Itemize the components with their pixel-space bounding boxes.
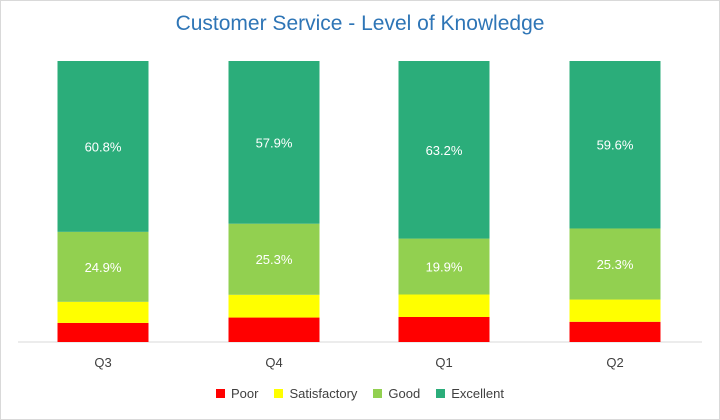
bar-satisfactory-q1: [398, 294, 490, 317]
data-label-good-q2: 25.3%: [597, 257, 634, 272]
legend-entry-satisfactory: Satisfactory: [274, 386, 357, 401]
chart-title: Customer Service - Level of Knowledge: [175, 12, 545, 35]
legend-label-satisfactory: Satisfactory: [289, 386, 358, 401]
bar-excellent-q3: [57, 61, 149, 232]
data-label-good-q4: 25.3%: [256, 252, 293, 267]
x-tick-label-q1: Q1: [435, 355, 452, 370]
data-label-good-q1: 19.9%: [426, 260, 463, 275]
legend-entry-good: Good: [373, 386, 420, 401]
legend-swatch-satisfactory: [274, 389, 284, 398]
legend-swatch-poor: [216, 389, 226, 398]
bar-excellent-q4: [228, 61, 320, 224]
x-tick-label-q2: Q2: [606, 355, 623, 370]
stacked-bar-chart: 24.9% 60.8% Q3 25.3% 57.9% Q4 19.9% 63.2% Q1 25.3…: [18, 61, 702, 370]
legend-entry-excellent: Excellent: [436, 386, 504, 401]
bar-excellent-q2: [569, 61, 661, 229]
x-tick-label-q3: Q3: [94, 355, 111, 370]
legend-label-excellent: Excellent: [451, 386, 504, 401]
legend: Poor Satisfactory Good Excellent: [0, 386, 720, 401]
legend-swatch-excellent: [436, 389, 446, 398]
bars-group: [57, 61, 661, 342]
legend-entry-poor: Poor: [216, 386, 258, 401]
data-label-good-q3: 24.9%: [85, 260, 122, 275]
labels-group: 24.9% 60.8% Q3 25.3% 57.9% Q4 19.9% 63.2% Q1 25.3…: [85, 135, 634, 370]
data-label-excellent-q4: 57.9%: [256, 135, 293, 150]
bar-poor-q4: [228, 317, 320, 342]
data-label-excellent-q3: 60.8%: [85, 139, 122, 154]
bar-poor-q1: [398, 316, 490, 342]
data-label-excellent-q1: 63.2%: [426, 143, 463, 158]
x-tick-label-q4: Q4: [265, 355, 282, 370]
legend-label-good: Good: [388, 386, 421, 401]
bar-satisfactory-q2: [569, 299, 661, 322]
bar-good-q3: [57, 231, 149, 302]
bar-good-q1: [398, 238, 490, 295]
bar-satisfactory-q4: [228, 294, 320, 318]
bar-good-q4: [228, 223, 320, 295]
bar-good-q2: [569, 228, 661, 300]
bar-poor-q2: [569, 321, 661, 342]
legend-swatch-good: [373, 389, 383, 398]
bar-satisfactory-q3: [57, 301, 149, 323]
legend-label-poor: Poor: [231, 386, 259, 401]
bar-excellent-q1: [398, 61, 490, 239]
data-label-excellent-q2: 59.6%: [597, 138, 634, 153]
bar-poor-q3: [57, 322, 149, 342]
